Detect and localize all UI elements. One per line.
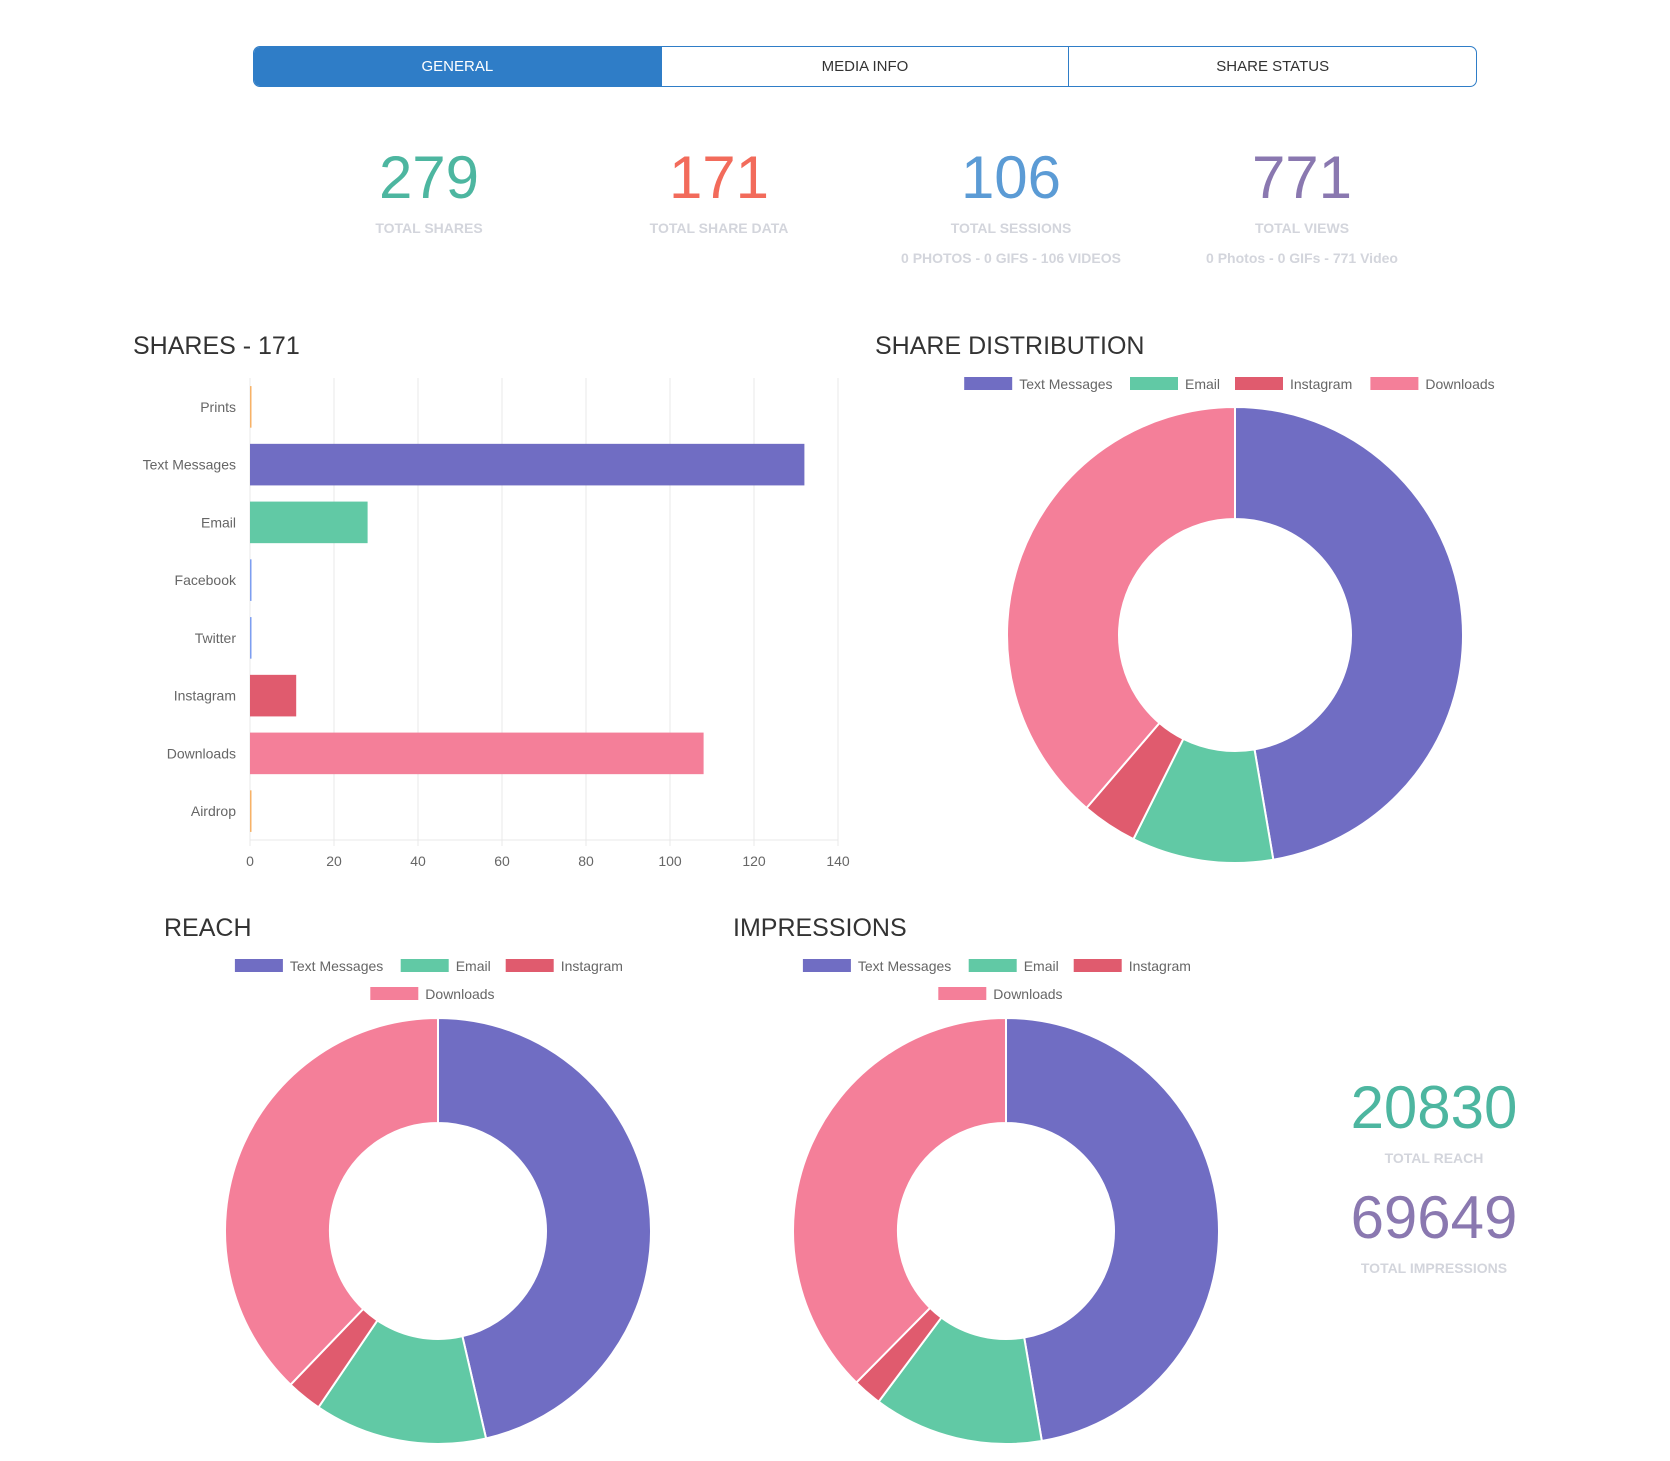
x-tick-label: 40 — [410, 853, 426, 869]
bar-downloads — [250, 732, 704, 775]
legend-swatch — [938, 987, 987, 1000]
stat-total-views: 771 TOTAL VIEWS 0 Photos - 0 GIFs - 771 … — [1152, 144, 1452, 267]
legend-label: Downloads — [425, 986, 494, 1002]
legend-label: Instagram — [1290, 376, 1352, 392]
y-tick-label: Instagram — [174, 688, 236, 704]
shares-title: SHARES - 171 — [133, 332, 300, 360]
tab-bar: GENERAL MEDIA INFO SHARE STATUS — [253, 46, 1477, 87]
legend-swatch — [802, 959, 851, 972]
stat-sub: 0 PHOTOS - 0 GIFS - 106 VIDEOS — [901, 250, 1121, 266]
donut-slice-text-messages — [1005, 1016, 1220, 1443]
legend-label: Instagram — [1129, 958, 1191, 974]
total-reach: 20830 TOTAL REACH — [1284, 1074, 1584, 1167]
bar-facebook — [250, 559, 252, 601]
stat-label: TOTAL SHARE DATA — [649, 220, 789, 236]
tab-general[interactable]: GENERAL — [254, 47, 661, 86]
legend-label: Email — [1024, 958, 1059, 974]
donut-slice-downloads — [1006, 405, 1236, 810]
total-impressions-value: 69649 — [1350, 1184, 1518, 1251]
total-impressions-label: TOTAL IMPRESSIONS — [1360, 1260, 1508, 1276]
legend-swatch — [968, 959, 1017, 972]
stat-value: 106 — [960, 144, 1062, 211]
x-tick-label: 120 — [742, 853, 766, 869]
y-tick-label: Email — [201, 514, 236, 530]
legend-swatch — [1370, 377, 1419, 390]
legend-label: Text Messages — [290, 958, 383, 974]
legend-label: Instagram — [561, 958, 623, 974]
y-tick-label: Airdrop — [191, 803, 236, 819]
y-tick-label: Prints — [200, 399, 236, 415]
impressions-title: IMPRESSIONS — [733, 914, 907, 942]
y-tick-label: Downloads — [167, 745, 236, 761]
donut-slice-downloads — [224, 1016, 439, 1387]
stat-label: TOTAL SESSIONS — [950, 220, 1072, 236]
stat-value: 771 — [1251, 144, 1353, 211]
stat-label: TOTAL VIEWS — [1254, 220, 1350, 236]
stat-total-sessions: 106 TOTAL SESSIONS 0 PHOTOS - 0 GIFS - 1… — [861, 144, 1161, 267]
legend-label: Text Messages — [1019, 376, 1112, 392]
bar-instagram — [250, 674, 297, 717]
bar-text-messages — [250, 443, 805, 486]
donut-slice-text-messages — [437, 1016, 652, 1440]
y-tick-label: Text Messages — [143, 457, 236, 473]
stat-value: 171 — [668, 144, 770, 211]
y-tick-label: Twitter — [195, 630, 237, 646]
total-reach-label: TOTAL REACH — [1384, 1150, 1484, 1166]
legend-label: Email — [1185, 376, 1220, 392]
stat-label: TOTAL SHARES — [375, 220, 483, 236]
x-tick-label: 100 — [658, 853, 682, 869]
legend-swatch — [1235, 377, 1283, 390]
legend-swatch — [1073, 959, 1122, 972]
x-tick-label: 140 — [826, 853, 850, 869]
legend-label: Downloads — [993, 986, 1062, 1002]
legend-swatch — [505, 959, 554, 972]
bar-airdrop — [250, 790, 252, 832]
y-tick-label: Facebook — [175, 572, 237, 588]
stat-total-share-data: 171 TOTAL SHARE DATA — [569, 144, 869, 237]
stat-sub: 0 Photos - 0 GIFs - 771 Video — [1206, 250, 1398, 266]
legend-swatch — [964, 377, 1013, 390]
tab-share-status[interactable]: SHARE STATUS — [1068, 47, 1476, 86]
stat-value: 279 — [378, 144, 480, 211]
legend-label: Downloads — [1425, 376, 1494, 392]
bar-twitter — [250, 617, 252, 659]
total-impressions: 69649 TOTAL IMPRESSIONS — [1284, 1184, 1584, 1277]
legend-swatch — [234, 959, 283, 972]
legend-swatch — [400, 959, 449, 972]
bar-prints — [250, 386, 252, 428]
x-tick-label: 60 — [494, 853, 510, 869]
legend-label: Email — [456, 958, 491, 974]
x-tick-label: 80 — [578, 853, 594, 869]
tab-media-info[interactable]: MEDIA INFO — [660, 47, 1069, 86]
legend-label: Text Messages — [858, 958, 951, 974]
total-reach-value: 20830 — [1350, 1074, 1518, 1141]
reach-title: REACH — [164, 914, 252, 942]
donut-slice-downloads — [792, 1016, 1007, 1384]
legend-swatch — [370, 987, 419, 1000]
donut-slice-text-messages — [1234, 405, 1464, 861]
legend-swatch — [1130, 377, 1178, 390]
share-distribution-title: SHARE DISTRIBUTION — [875, 332, 1145, 360]
x-tick-label: 20 — [326, 853, 342, 869]
bar-email — [250, 501, 368, 544]
x-tick-label: 0 — [246, 853, 254, 869]
stat-total-shares: 279 TOTAL SHARES — [279, 144, 579, 237]
